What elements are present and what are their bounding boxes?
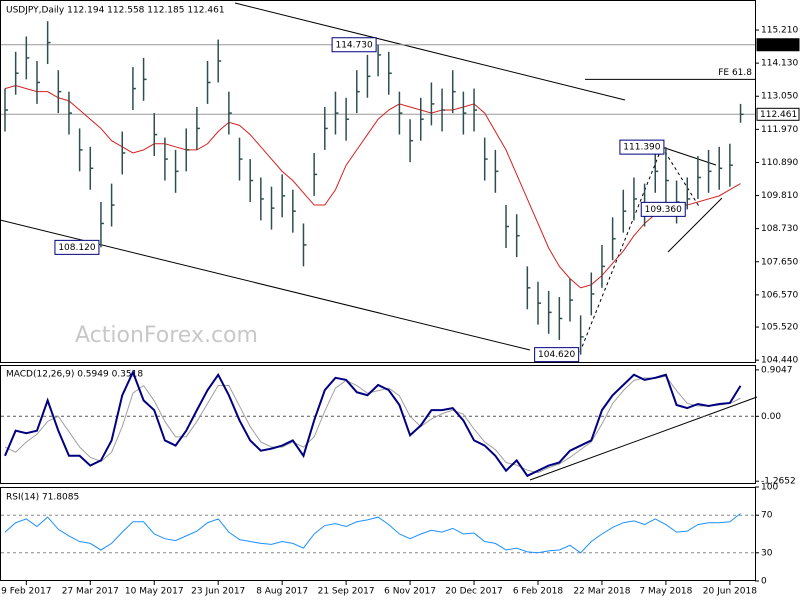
y-tick-label: -1.2652 (761, 477, 796, 487)
x-tick-label: 20 Jun 2018 (703, 587, 757, 597)
trend-line (234, 2, 626, 101)
trend-line (667, 197, 723, 253)
y-tick-label: 113.050 (761, 92, 798, 102)
x-tick-label: 6 Feb 2018 (513, 587, 564, 597)
annotation-box (534, 347, 580, 363)
level-label: 114.730 (760, 40, 797, 50)
watermark: ActionForex.com (75, 323, 258, 348)
level-label-box (756, 38, 800, 52)
y-tick-label: 107.650 (761, 257, 798, 267)
x-tick-label: 10 May 2017 (125, 587, 184, 597)
trend-line (579, 146, 663, 353)
rsi-title: RSI(14) 71.8085 (6, 493, 79, 503)
x-tick-label: 6 Nov 2017 (384, 587, 436, 597)
macd-trend-line (529, 396, 758, 481)
annotation-box (331, 37, 377, 53)
x-tick-label: 9 Feb 2017 (1, 587, 51, 597)
macd-line (4, 369, 742, 478)
y-tick-label: 0 (761, 577, 767, 587)
y-tick-label: 104.440 (761, 356, 798, 366)
y-tick-label: 110.890 (761, 158, 798, 168)
macd-panel (0, 365, 756, 484)
price-panel (0, 0, 756, 363)
x-tick-label: 20 Dec 2017 (445, 587, 503, 597)
y-tick-label: 70 (761, 511, 773, 521)
y-tick-label: 105.520 (761, 323, 798, 333)
moving-average (4, 84, 741, 289)
x-tick-label: 7 May 2018 (639, 587, 692, 597)
y-tick-label: 115.210 (761, 26, 798, 36)
annotation-label: 114.730 (335, 40, 372, 50)
y-tick-label: 109.810 (761, 191, 798, 201)
annotation-box (619, 139, 665, 155)
y-tick-label: 106.570 (761, 290, 798, 300)
annotation-box (640, 201, 686, 217)
annotation-label: 104.620 (538, 350, 575, 360)
x-tick-label: 27 Mar 2017 (62, 587, 119, 597)
level-label: FE 61.8 (718, 68, 752, 78)
level-label: 112.461 (760, 110, 797, 120)
y-tick-label: 108.730 (761, 224, 798, 234)
annotation-box (54, 239, 100, 255)
y-tick-label: 0.00 (761, 412, 781, 422)
annotation-label: 111.390 (623, 143, 660, 153)
annotation-label: 109.360 (645, 205, 682, 215)
trend-line (661, 146, 717, 166)
x-tick-label: 8 Aug 2017 (256, 587, 308, 597)
macd-title: MACD(12,26,9) 0.5949 0.3518 (6, 370, 143, 380)
level-label-box (756, 107, 800, 121)
y-tick-label: 30 (761, 548, 773, 558)
x-tick-label: 21 Sep 2017 (318, 587, 375, 597)
x-tick-label: 23 Jun 2017 (191, 587, 245, 597)
rsi-panel (0, 487, 756, 581)
y-tick-label: 100 (761, 483, 778, 493)
rsi-line (4, 513, 741, 554)
x-tick-label: 22 Mar 2018 (573, 587, 630, 597)
annotation-label: 108.120 (58, 243, 95, 253)
y-tick-label: 114.130 (761, 59, 798, 69)
y-tick-label: 111.970 (761, 125, 798, 135)
signal-line (4, 375, 741, 474)
y-tick-label: 0.9047 (761, 365, 793, 375)
chart-title: USDJPY,Daily 112.194 112.558 112.185 112… (6, 6, 225, 16)
